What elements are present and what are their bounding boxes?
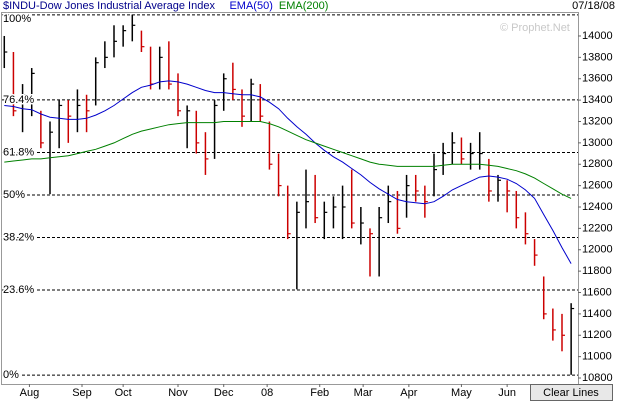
x-tick-label: May [451, 387, 472, 399]
x-tick-label: Nov [168, 387, 188, 399]
clear-lines-button[interactable]: Clear Lines [530, 384, 613, 401]
y-tick-label: 11600 [582, 286, 612, 298]
x-tick-label: Aug [20, 387, 40, 399]
y-tick-label: 13600 [582, 73, 613, 85]
x-tick-label: Mar [354, 387, 373, 399]
watermark: © Prophet.Net [500, 22, 570, 34]
date-label: 07/18/08 [572, 0, 615, 12]
button-label[interactable]: Clear Lines [543, 387, 599, 399]
y-tick-label: 11000 [582, 351, 612, 363]
y-tick-label: 13400 [582, 94, 613, 106]
fib-label: 0% [3, 369, 19, 381]
legend-label: EMA(200) [279, 0, 329, 12]
y-tick-label: 13200 [582, 115, 613, 127]
y-tick-label: 14000 [582, 30, 613, 42]
y-tick-label: 11800 [582, 265, 612, 277]
x-tick-label: Oct [115, 387, 132, 399]
y-tick-label: 13800 [582, 51, 613, 63]
fib-label: 61.8% [3, 146, 34, 158]
y-tick-label: 10800 [582, 372, 613, 384]
y-tick-label: 12400 [582, 201, 613, 213]
x-tick-label: Sep [72, 387, 92, 399]
x-tick-label: Jun [498, 387, 516, 399]
plot-frame [1, 12, 579, 385]
fib-label: 50% [3, 189, 25, 201]
fib-label: 100% [3, 13, 31, 25]
ema-line [4, 80, 572, 264]
y-tick-label: 12800 [582, 158, 613, 170]
button-box[interactable] [530, 384, 613, 401]
x-tick-label: 08 [261, 387, 273, 399]
fib-label: 38.2% [3, 231, 34, 243]
fib-label: 23.6% [3, 284, 34, 296]
y-tick-label: 13000 [582, 137, 613, 149]
y-tick-label: 12000 [582, 244, 613, 256]
legend-label: EMA(50) [229, 0, 272, 12]
x-tick-label: Feb [310, 387, 329, 399]
y-tick-label: 11400 [582, 308, 612, 320]
ema-line [4, 121, 572, 199]
x-tick-label: Apr [400, 387, 417, 399]
x-tick-label: Dec [214, 387, 234, 399]
y-tick-label: 11200 [582, 329, 612, 341]
y-tick-label: 12600 [582, 180, 613, 192]
chart-title: $INDU-Dow Jones Industrial Average Index [3, 0, 215, 12]
y-tick-label: 12200 [582, 222, 613, 234]
fib-label: 76.4% [3, 94, 34, 106]
